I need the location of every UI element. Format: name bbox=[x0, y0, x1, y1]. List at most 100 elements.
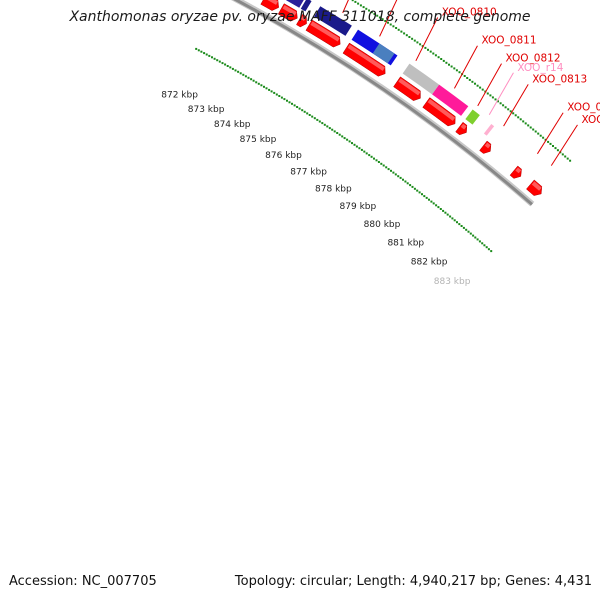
inner-tick-dot bbox=[418, 191, 421, 194]
inner-tick-dot bbox=[318, 120, 321, 123]
cds-block-9[interactable] bbox=[455, 121, 468, 136]
outer-tick-dot bbox=[471, 80, 474, 83]
outer-tick-dot bbox=[537, 132, 540, 135]
cog-track bbox=[286, 0, 495, 136]
outer-tick-dot bbox=[556, 149, 559, 152]
outer-tick-dot bbox=[466, 77, 469, 79]
outer-tick-dot bbox=[359, 4, 362, 7]
inner-tick-dot bbox=[437, 206, 440, 209]
inner-tick-dot bbox=[331, 128, 334, 131]
inner-tick-dot bbox=[341, 135, 344, 138]
inner-tick-dot bbox=[368, 154, 371, 157]
outer-tick-dot bbox=[532, 128, 535, 131]
inner-tick-dot bbox=[237, 70, 240, 73]
inner-tick-dot bbox=[370, 155, 373, 158]
inner-tick-dot bbox=[373, 157, 375, 160]
cds-block-12[interactable] bbox=[526, 179, 543, 196]
backbone-shadow bbox=[230, 0, 535, 207]
inner-tick-dot bbox=[358, 147, 361, 150]
gene-labels: XOO_0805fabGacpPXOO_0808XOO_0809XOO_0810… bbox=[342, 0, 600, 166]
gene-label[interactable]: XOO_0815 bbox=[582, 114, 600, 126]
inner-tick-dot bbox=[343, 137, 346, 140]
cog-block-9[interactable] bbox=[465, 109, 480, 125]
inner-tick-dot bbox=[363, 150, 366, 153]
outer-tick-dot bbox=[416, 41, 419, 44]
label-leader-line bbox=[537, 112, 564, 155]
label-leader-line bbox=[415, 17, 439, 62]
cds-highlight bbox=[427, 99, 456, 121]
gene-label[interactable]: XOO_0810 bbox=[442, 7, 497, 19]
inner-tick-dot bbox=[323, 123, 326, 126]
inner-tick-dot bbox=[203, 52, 206, 55]
gene-label[interactable]: XOO_0812 bbox=[506, 53, 561, 65]
kbp-tick-label: 883 kbp bbox=[434, 277, 471, 287]
outer-tick-dot bbox=[519, 118, 522, 121]
label-leader-line bbox=[453, 45, 478, 89]
outer-tick-dot bbox=[507, 108, 510, 111]
outer-tick-dot bbox=[512, 112, 515, 115]
cog-block-6[interactable] bbox=[372, 43, 395, 64]
outer-tick-dot bbox=[442, 59, 445, 62]
inner-tick-dot bbox=[387, 168, 390, 171]
outer-tick-dot bbox=[351, 0, 354, 2]
outer-tick-dot bbox=[373, 13, 376, 15]
inner-tick-dot bbox=[234, 69, 237, 72]
inner-tick-dot bbox=[404, 180, 407, 183]
outer-tick-dot bbox=[427, 48, 429, 51]
outer-tick-dot bbox=[561, 153, 564, 156]
inner-tick-dot bbox=[402, 178, 404, 181]
outer-tick-dot bbox=[529, 126, 532, 129]
inner-tick-dot bbox=[278, 95, 281, 97]
outer-tick-dot bbox=[534, 130, 537, 133]
gene-label[interactable]: XOO_r14 bbox=[517, 62, 563, 74]
outer-tick-dot bbox=[413, 39, 416, 42]
inner-tick-dot bbox=[453, 219, 456, 222]
outer-tick-dot bbox=[554, 147, 557, 150]
cog-block-2[interactable] bbox=[286, 0, 305, 8]
inner-tick-dot bbox=[469, 232, 472, 235]
inner-tick-dot bbox=[399, 176, 402, 179]
cog-block-3[interactable] bbox=[300, 0, 312, 12]
inner-tick-dot bbox=[476, 238, 479, 241]
inner-tick-dot bbox=[442, 209, 445, 212]
outer-tick-dot bbox=[397, 28, 400, 31]
inner-tick-dot bbox=[451, 217, 454, 220]
cog-block-4[interactable] bbox=[314, 6, 352, 36]
inner-tick-dot bbox=[346, 138, 349, 141]
cog-block-8[interactable] bbox=[432, 84, 469, 116]
outer-tick-dot bbox=[389, 23, 392, 26]
outer-tick-dot bbox=[411, 37, 414, 40]
cog-block-7[interactable] bbox=[402, 63, 440, 95]
cog-block-10[interactable] bbox=[483, 124, 495, 136]
gene-label[interactable]: XOO_0814 bbox=[567, 102, 600, 114]
gene-label[interactable]: XOO_0811 bbox=[482, 35, 537, 47]
inner-tick-dot bbox=[213, 57, 216, 60]
outer-tick-dot bbox=[517, 116, 520, 119]
outer-tick-dot bbox=[468, 78, 471, 81]
inner-tick-dot bbox=[280, 96, 283, 99]
cds-block-8[interactable] bbox=[422, 97, 456, 127]
label-leader-line bbox=[503, 84, 529, 127]
inner-tick-dot bbox=[216, 59, 219, 62]
inner-tick-dot bbox=[355, 145, 358, 148]
cds-highlight bbox=[398, 78, 421, 96]
inner-tick-dot bbox=[409, 184, 412, 187]
inner-tick-dot bbox=[239, 72, 242, 75]
outer-tick-dot bbox=[357, 2, 360, 5]
outer-tick-dot bbox=[494, 98, 497, 101]
inner-tick-dot bbox=[465, 228, 468, 231]
outer-tick-dot bbox=[486, 92, 489, 95]
inner-tick-dot bbox=[380, 162, 383, 165]
label-leader-line bbox=[477, 63, 502, 107]
cds-block-10[interactable] bbox=[479, 140, 492, 154]
cds-block-4[interactable] bbox=[296, 13, 307, 28]
cds-block-11[interactable] bbox=[509, 165, 522, 179]
outer-tick-dot bbox=[566, 157, 569, 160]
gene-label[interactable]: XOO_0813 bbox=[532, 73, 587, 85]
inner-tick-dot bbox=[474, 236, 477, 239]
outer-tick-dot bbox=[455, 69, 458, 72]
inner-tick-dot bbox=[397, 175, 400, 178]
inner-tick-dot bbox=[338, 133, 341, 136]
